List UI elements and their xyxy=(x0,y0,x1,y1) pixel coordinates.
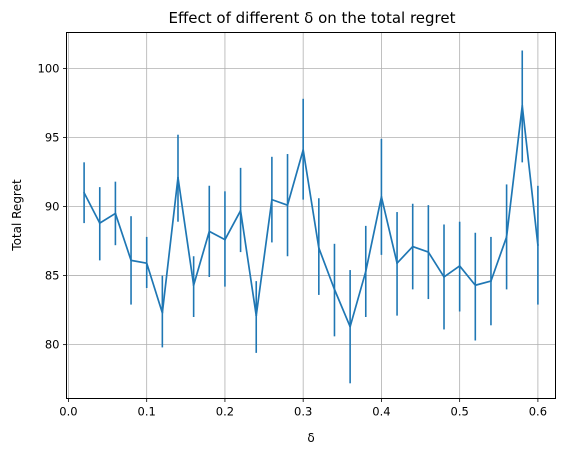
chart-title: Effect of different δ on the total regre… xyxy=(168,9,455,27)
data-point-1 xyxy=(98,222,101,224)
x-tick-label-0: 0.0 xyxy=(59,405,77,419)
series-line-0 xyxy=(83,104,539,328)
data-point-8 xyxy=(208,230,211,233)
x-tick-label-3: 0.3 xyxy=(294,405,312,419)
y-tick-label-1: 85 xyxy=(45,269,60,283)
data-point-4 xyxy=(145,262,148,265)
data-point-28 xyxy=(521,104,524,107)
axes: 0.0 0.1 0.2 0.3 0.4 0.5 0.6 80 85 90 95 100 xyxy=(38,61,547,418)
data-point-13 xyxy=(286,204,289,207)
data-point-22 xyxy=(427,251,430,254)
data-point-11 xyxy=(255,314,258,317)
data-point-9 xyxy=(224,238,226,241)
x-tick-label-1: 0.1 xyxy=(138,405,156,419)
data-point-2 xyxy=(114,212,117,215)
data-point-25 xyxy=(474,284,477,287)
y-tick-label-0: 80 xyxy=(45,338,60,352)
data-point-24 xyxy=(458,265,461,267)
data-point-23 xyxy=(443,276,445,278)
y-tick-label-3: 95 xyxy=(45,130,60,144)
data-point-27 xyxy=(505,236,508,238)
y-tick-label-4: 100 xyxy=(38,61,60,75)
data-point-6 xyxy=(177,176,179,179)
x-tick-label-2: 0.2 xyxy=(216,405,234,419)
data-point-18 xyxy=(364,270,367,273)
data-point-10 xyxy=(239,209,242,212)
data-point-16 xyxy=(333,288,336,291)
data-point-7 xyxy=(192,284,195,287)
x-axis-label: δ xyxy=(307,431,314,445)
data-point-21 xyxy=(411,245,414,248)
data-point-20 xyxy=(396,262,398,265)
y-tick-label-2: 90 xyxy=(45,200,60,214)
x-tick-label-5: 0.5 xyxy=(451,405,469,419)
data-point-15 xyxy=(317,247,320,249)
data-point-17 xyxy=(349,325,352,328)
data-point-5 xyxy=(161,311,164,314)
data-point-12 xyxy=(270,198,273,201)
data-point-26 xyxy=(490,280,492,283)
x-tick-label-6: 0.6 xyxy=(529,405,547,419)
data-point-3 xyxy=(130,259,132,262)
data-point-14 xyxy=(302,148,305,151)
x-tick-label-4: 0.4 xyxy=(372,405,390,419)
plot-frame xyxy=(66,32,556,399)
grid xyxy=(66,32,556,399)
data-point-29 xyxy=(536,244,539,247)
data-point-19 xyxy=(380,195,383,198)
plot-area xyxy=(83,50,539,384)
data-point-0 xyxy=(83,191,86,194)
y-axis-label: Total Regret xyxy=(10,179,24,252)
